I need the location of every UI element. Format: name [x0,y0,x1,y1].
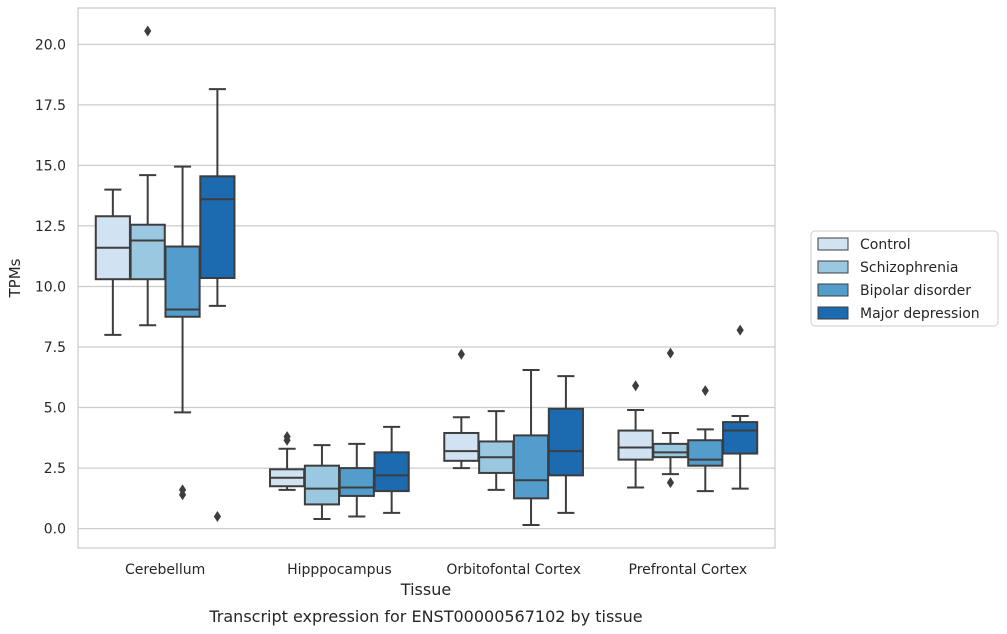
box [338,467,375,497]
legend-swatch [817,306,849,320]
y-tick-label: 12.5 [35,219,66,235]
box-major-depression [373,425,410,514]
box-bipolar-disorder [512,369,550,526]
box-schizophrenia [129,25,166,327]
box-bipolar-disorder [687,385,724,493]
x-tick-label: Hipppocampus [287,562,392,578]
legend-label: Major depression [860,306,980,322]
box-groups [94,25,759,526]
box [199,175,236,279]
x-tick-label: Orbitofontal Cortex [446,562,581,578]
y-tick-label: 10.0 [35,279,66,295]
outlier-point [144,25,152,37]
y-tick-label: 20.0 [35,37,66,53]
y-tick-label: 2.5 [44,461,66,477]
y-tick-label: 17.5 [35,98,66,114]
legend-label: Control [860,237,911,253]
box [303,464,341,506]
box [164,245,201,318]
box-schizophrenia [303,444,341,520]
outlier-point [736,324,744,336]
box-major-depression [722,324,759,490]
outlier-point [666,477,675,489]
outlier-point [632,380,640,392]
x-axis-ticks: Cerebellum Hipppocampus Orbitofontal Corte… [125,562,747,578]
box [443,431,480,462]
x-tick-label: Prefrontal Cortex [629,562,748,578]
box [617,429,654,461]
legend-swatch [817,237,849,251]
y-tick-label: 5.0 [44,401,66,417]
box [652,442,689,459]
y-axis-label: TPMs [6,258,24,298]
outlier-point [701,385,709,397]
y-tick-label: 7.5 [44,340,66,356]
x-tick-label: Cerebellum [125,562,205,578]
plot-frame [77,7,776,549]
box-bipolar-disorder [164,165,201,501]
outlier-point [666,347,675,359]
box [129,223,166,281]
box-major-depression [199,88,236,523]
box [547,407,584,477]
legend: Control Schizophrenia Bipolar disorder Majo… [810,230,999,327]
box-major-depression [547,375,584,514]
x-axis-label: Tissue [400,580,451,599]
y-tick-label: 0.0 [44,522,66,538]
outlier-point [457,348,465,360]
y-axis-ticks: 0.0 2.5 5.0 7.5 10.0 12.5 15.0 17.5 20.0 [35,37,66,537]
legend-swatch [817,260,849,274]
legend-label: Bipolar disorder [860,283,971,299]
legend-swatch [817,283,849,297]
box-control [94,188,131,336]
y-tick-label: 15.0 [35,158,66,174]
box [722,421,759,455]
figure-caption: Transcript expression for ENST0000056710… [208,607,642,626]
box [687,439,724,467]
box [373,451,410,493]
outlier-point [213,511,221,523]
outlier-point [283,431,291,443]
legend-label: Schizophrenia [860,260,958,276]
legend-frame [810,230,999,327]
outlier-point [178,484,187,496]
box [512,434,550,500]
grid-lines [78,43,775,530]
